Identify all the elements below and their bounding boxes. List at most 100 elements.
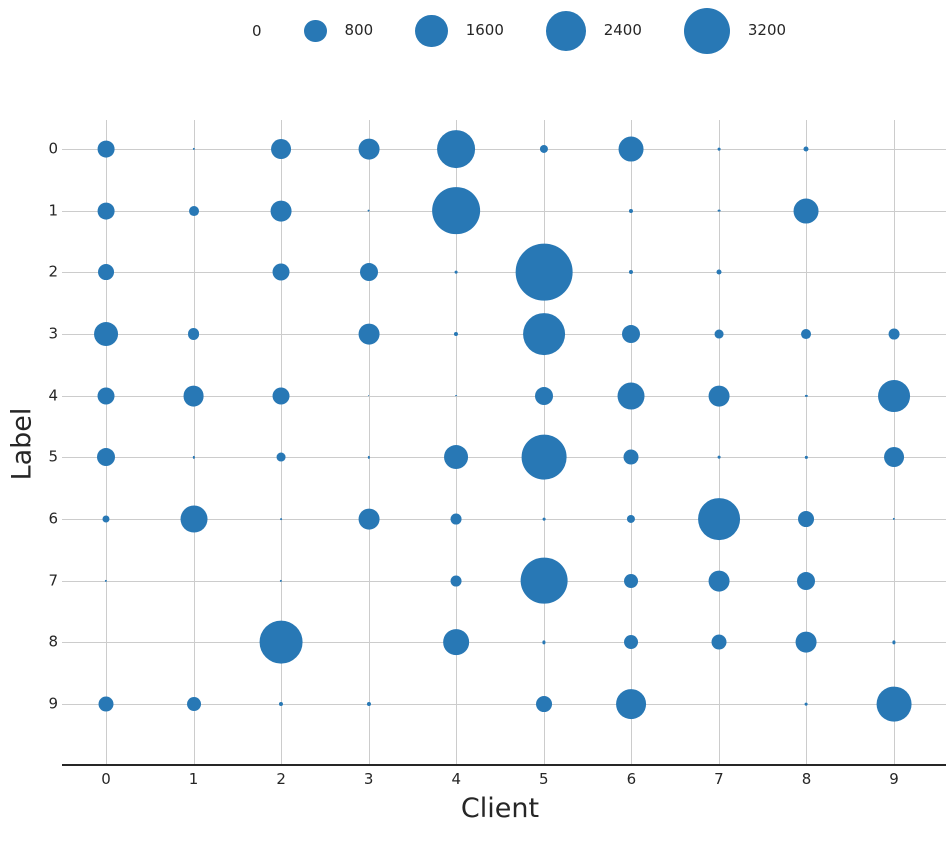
data-bubble xyxy=(542,517,546,521)
data-bubble xyxy=(623,449,639,465)
data-bubble xyxy=(187,328,200,340)
data-bubble xyxy=(432,186,481,235)
data-bubble xyxy=(717,147,721,151)
y-tick-label: 7 xyxy=(48,571,58,590)
x-axis-line xyxy=(62,764,946,766)
data-bubble xyxy=(437,130,476,168)
data-bubble xyxy=(98,264,114,281)
data-bubble xyxy=(803,146,809,152)
data-bubble xyxy=(716,269,722,275)
gridline-vertical xyxy=(281,120,283,764)
data-bubble xyxy=(624,573,639,588)
data-bubble xyxy=(97,448,115,467)
data-bubble xyxy=(697,498,740,540)
data-bubble xyxy=(455,394,458,397)
x-tick-label: 6 xyxy=(626,770,637,788)
gridline-vertical xyxy=(806,120,808,764)
data-bubble xyxy=(97,140,115,158)
x-tick-label: 0 xyxy=(101,770,111,788)
y-tick-label: 8 xyxy=(48,632,58,651)
data-bubble xyxy=(367,456,370,459)
data-bubble xyxy=(801,329,812,339)
data-bubble xyxy=(454,270,458,274)
data-bubble xyxy=(711,634,727,650)
data-bubble xyxy=(884,447,904,468)
gridline-vertical xyxy=(631,120,633,764)
data-bubble xyxy=(627,514,636,524)
gridline-horizontal xyxy=(62,580,946,582)
size-legend: 0 800 1600 2400 3200 xyxy=(252,8,828,54)
data-bubble xyxy=(629,208,634,213)
data-bubble xyxy=(188,205,199,216)
data-bubble xyxy=(521,434,567,480)
data-bubble xyxy=(714,329,724,339)
gridline-vertical xyxy=(106,120,107,764)
data-bubble xyxy=(616,689,647,719)
data-bubble xyxy=(97,387,115,405)
data-bubble xyxy=(805,702,808,706)
legend-label: 800 xyxy=(344,21,374,40)
legend-entry: 800 xyxy=(303,19,374,43)
gridline-horizontal xyxy=(62,149,946,150)
data-bubble xyxy=(617,382,645,410)
data-bubble xyxy=(796,631,817,653)
data-bubble xyxy=(444,445,469,470)
data-bubble xyxy=(798,511,815,527)
data-bubble xyxy=(535,696,552,712)
data-bubble xyxy=(94,322,118,346)
data-bubble xyxy=(367,209,371,213)
legend-bubble xyxy=(303,19,327,43)
data-bubble xyxy=(539,144,548,154)
data-bubble xyxy=(276,452,286,462)
data-bubble xyxy=(272,263,290,281)
data-bubble xyxy=(358,508,380,530)
y-tick-label: 6 xyxy=(48,509,58,528)
legend-entry: 0 xyxy=(252,21,262,40)
data-bubble xyxy=(450,513,462,525)
data-bubble xyxy=(279,701,284,707)
legend-bubble xyxy=(415,14,448,48)
y-tick-label: 2 xyxy=(48,262,58,281)
gridline-horizontal xyxy=(62,334,946,335)
gridline-vertical xyxy=(368,120,370,764)
data-bubble xyxy=(272,387,290,405)
gridline-horizontal xyxy=(62,642,946,644)
data-bubble xyxy=(534,386,553,405)
gridline-horizontal xyxy=(62,395,946,397)
data-bubble xyxy=(797,571,816,590)
data-bubble xyxy=(104,579,108,582)
legend-entry: 1600 xyxy=(415,14,504,48)
data-bubble xyxy=(279,579,283,582)
data-bubble xyxy=(622,325,641,343)
data-bubble xyxy=(629,270,634,275)
data-bubble xyxy=(358,138,380,160)
data-bubble xyxy=(192,147,195,151)
data-bubble xyxy=(520,557,568,605)
data-bubble xyxy=(280,518,283,520)
gridline-horizontal xyxy=(62,457,946,459)
data-bubble xyxy=(359,263,378,282)
data-bubble xyxy=(624,635,639,650)
gridline-horizontal xyxy=(62,519,946,521)
x-tick-label: 4 xyxy=(451,770,462,788)
legend-label: 0 xyxy=(252,21,262,40)
data-bubble xyxy=(717,455,721,459)
legend-entry: 2400 xyxy=(545,11,642,51)
data-bubble xyxy=(97,202,115,220)
data-bubble xyxy=(618,136,644,162)
legend-bubble xyxy=(545,11,586,51)
data-bubble xyxy=(450,575,462,587)
legend-label: 3200 xyxy=(747,21,787,40)
data-bubble xyxy=(367,394,370,397)
data-bubble xyxy=(708,385,730,407)
x-tick-label: 9 xyxy=(889,770,899,788)
x-tick-label: 5 xyxy=(539,770,549,788)
x-axis-title: Client xyxy=(460,793,540,824)
legend-label: 2400 xyxy=(603,21,642,40)
data-bubble xyxy=(805,456,808,459)
gridline-vertical xyxy=(894,120,896,764)
data-bubble xyxy=(522,313,565,355)
legend-entry: 3200 xyxy=(683,8,787,54)
gridline-horizontal xyxy=(62,210,946,212)
